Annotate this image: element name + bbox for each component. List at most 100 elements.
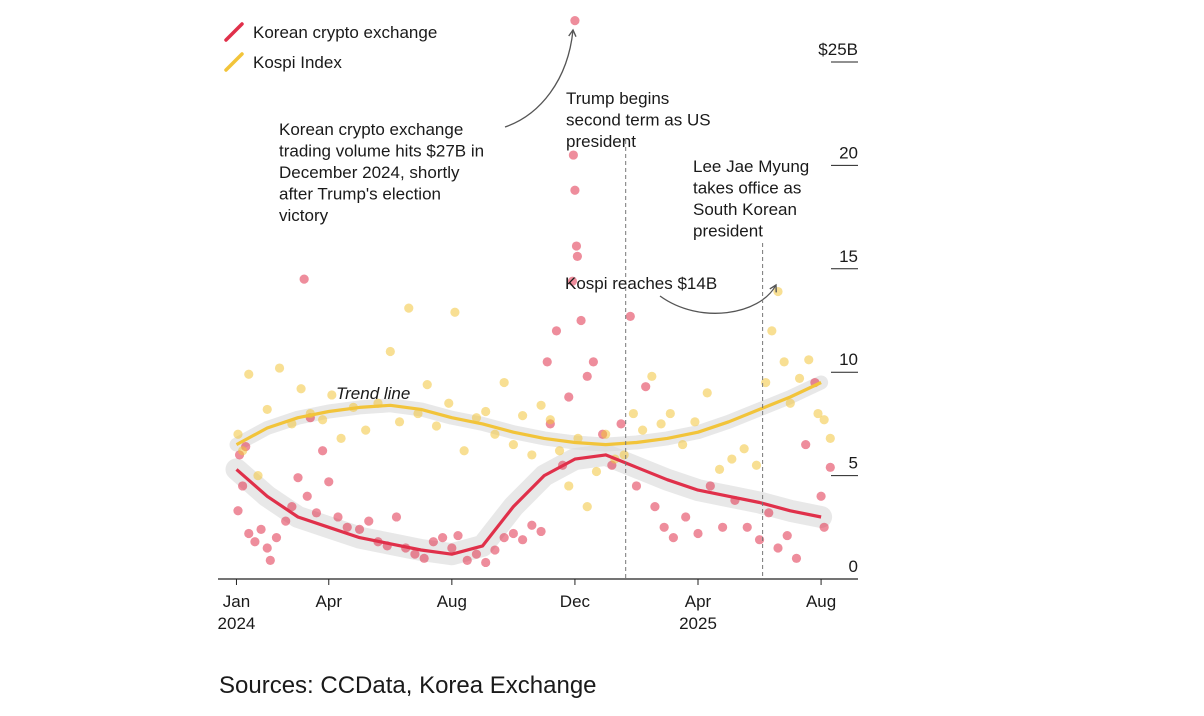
data-point <box>647 371 657 381</box>
data-point <box>616 419 626 429</box>
data-point <box>410 549 420 559</box>
data-point <box>779 357 789 367</box>
x-tick-label: 2025 <box>679 614 717 633</box>
data-point <box>739 444 749 454</box>
data-point <box>490 429 500 439</box>
x-tick-label: Apr <box>316 592 343 611</box>
annotation: Korean crypto exchange <box>279 120 463 139</box>
data-point <box>570 16 580 26</box>
data-point <box>471 413 482 423</box>
annotation: Kospi reaches $14B <box>565 274 717 293</box>
data-point <box>444 398 454 408</box>
data-point <box>628 408 638 419</box>
data-point <box>299 274 309 284</box>
trend-line <box>235 381 822 447</box>
data-point <box>601 429 611 439</box>
data-point <box>690 417 700 427</box>
data-point <box>659 522 669 532</box>
legend-label: Kospi Index <box>253 53 342 72</box>
data-point <box>576 315 586 326</box>
data-point <box>714 464 725 474</box>
data-point <box>742 522 752 532</box>
data-point <box>751 460 762 470</box>
data-point <box>244 528 254 539</box>
data-point <box>813 408 823 419</box>
trend-label: Trend line <box>336 384 410 403</box>
data-point <box>447 543 457 553</box>
data-point <box>499 533 509 543</box>
data-point <box>233 429 243 439</box>
data-point <box>678 439 688 450</box>
data-point <box>641 382 651 392</box>
data-point <box>564 392 574 402</box>
data-point <box>638 425 648 435</box>
x-tick-label: Aug <box>437 592 467 611</box>
data-point <box>773 543 783 553</box>
x-tick-label: 2024 <box>218 614 256 633</box>
data-point <box>413 408 423 419</box>
data-point <box>727 454 737 464</box>
event-label: South Korean <box>693 200 797 219</box>
data-point <box>431 421 442 431</box>
data-point <box>428 537 438 547</box>
data-point <box>471 549 482 559</box>
data-point <box>668 533 678 543</box>
data-point <box>324 477 334 487</box>
y-tick-label: $25B <box>818 40 858 59</box>
data-point <box>761 377 771 388</box>
trend-line <box>235 453 822 556</box>
data-point <box>702 388 712 398</box>
data-point <box>342 522 352 532</box>
data-point <box>681 512 691 522</box>
data-point <box>825 462 835 472</box>
data-point <box>551 326 562 336</box>
data-point <box>250 537 260 547</box>
data-point <box>536 526 546 537</box>
data-point <box>508 528 518 539</box>
data-point <box>767 326 777 336</box>
annotation: December 2024, shortly <box>279 163 460 182</box>
data-point <box>825 433 835 443</box>
data-point <box>568 150 578 160</box>
data-point <box>238 446 248 456</box>
data-point <box>253 471 263 481</box>
x-tick-label: Dec <box>560 592 591 611</box>
data-point <box>499 377 509 388</box>
event-label: takes office as <box>693 179 801 198</box>
data-point <box>302 491 312 501</box>
data-point <box>385 346 395 357</box>
data-point <box>527 450 537 460</box>
data-point <box>801 439 811 450</box>
x-tick-label: Jan <box>223 592 250 611</box>
data-point <box>238 481 248 491</box>
data-point <box>453 530 463 541</box>
data-point <box>256 524 266 534</box>
data-point <box>287 502 297 512</box>
annotation-arrow <box>504 28 577 128</box>
event-label: second term as US <box>566 111 711 130</box>
data-point <box>693 528 703 539</box>
data-point <box>705 481 715 491</box>
data-point <box>481 406 491 417</box>
data-point <box>527 520 537 530</box>
data-point <box>791 553 802 563</box>
data-point <box>545 415 555 425</box>
annotation: victory <box>279 206 329 225</box>
data-point <box>816 491 826 501</box>
data-point <box>394 417 405 427</box>
data-point <box>582 371 592 381</box>
data-point <box>459 446 469 456</box>
annotation: after Trump's election <box>279 185 441 204</box>
data-point <box>422 380 432 390</box>
data-point <box>481 557 491 568</box>
annotation: trading volume hits $27B in <box>279 142 484 161</box>
data-point <box>281 516 291 526</box>
data-point <box>327 390 337 400</box>
data-point <box>588 357 598 367</box>
legend-swatch <box>224 52 244 72</box>
data-point <box>619 450 629 460</box>
data-point <box>570 185 580 195</box>
y-tick-label: 10 <box>839 350 858 369</box>
data-point <box>819 415 829 425</box>
data-point <box>450 307 460 317</box>
